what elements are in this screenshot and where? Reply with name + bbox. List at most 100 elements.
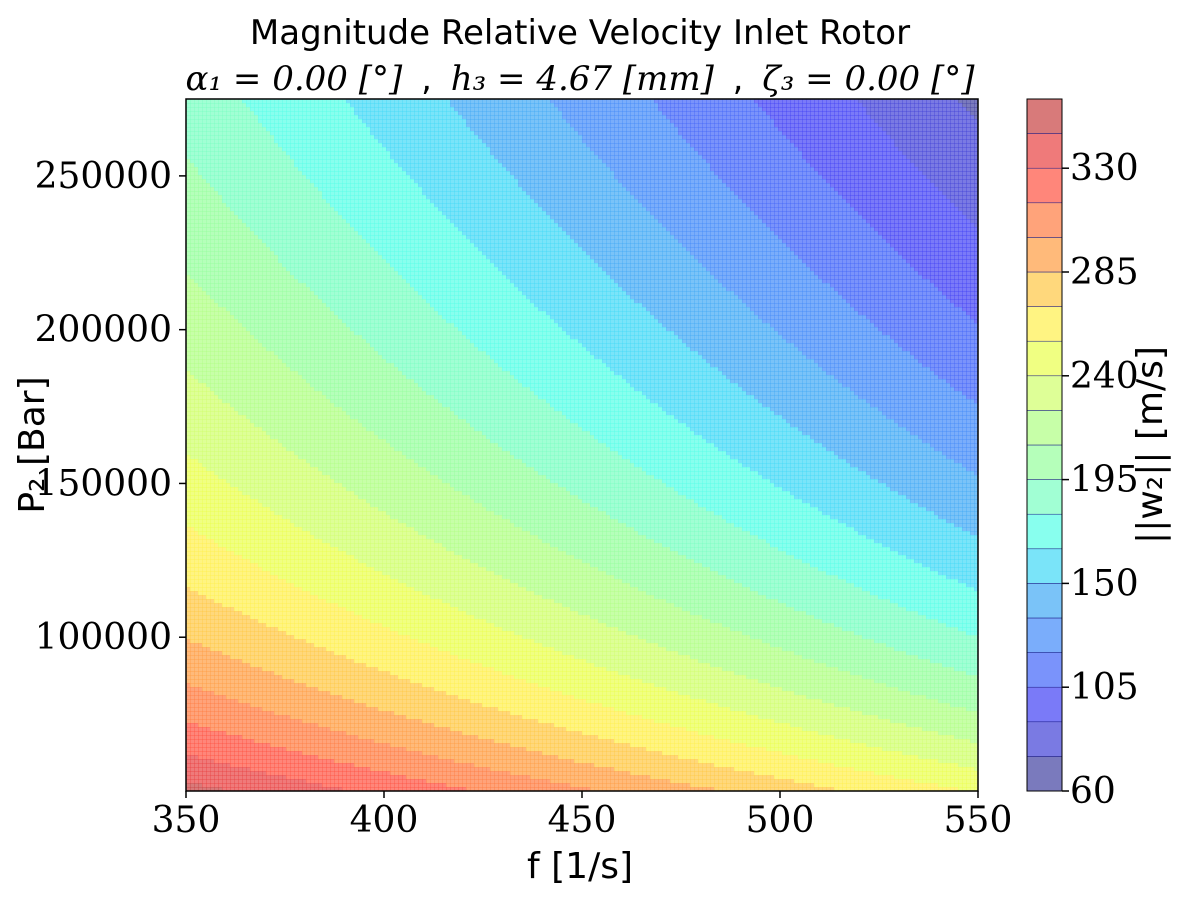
contour-cell [210,659,215,664]
contour-cell [214,243,219,248]
contour-cell [230,291,235,296]
contour-cell [246,147,251,152]
contour-cell [258,187,263,192]
contour-cell [222,167,227,172]
contour-cell [194,703,199,708]
contour-cell [210,275,215,280]
contour-cell [190,775,195,780]
contour-cell [214,611,219,616]
contour-cell [230,723,235,728]
subtitle-alpha: α₁ = 0.00 [°] [186,59,403,99]
contour-cell [238,683,243,688]
contour-cell [234,775,239,780]
contour-cell [202,739,207,744]
contour-cell [226,183,231,188]
contour-cell [246,583,251,588]
contour-cell [238,467,243,472]
contour-cell [246,307,251,312]
contour-cell [222,239,227,244]
contour-cell [246,667,251,672]
contour-cell [218,463,223,468]
contour-cell [266,527,271,532]
contour-cell [194,143,199,148]
contour-cell [214,615,219,620]
contour-cell [246,559,251,564]
contour-cell [230,395,235,400]
contour-cell [190,139,195,144]
contour-cell [266,523,271,528]
contour-cell [202,331,207,336]
contour-cell [246,723,251,728]
contour-cell [246,331,251,336]
contour-cell [210,387,215,392]
contour-cell [266,559,271,564]
contour-cell [246,523,251,528]
contour-cell [202,355,207,360]
contour-cell [258,247,263,252]
contour-cell [214,391,219,396]
contour-cell [214,111,219,116]
contour-cell [190,587,195,592]
contour-cell [254,171,259,176]
contour-cell [254,227,259,232]
contour-cell [262,371,267,376]
contour-cell [246,283,251,288]
contour-cell [190,639,195,644]
contour-cell [218,227,223,232]
contour-cell [210,127,215,132]
contour-cell [218,127,223,132]
contour-cell [266,131,271,136]
contour-cell [218,371,223,376]
contour-cell [242,191,247,196]
contour-cell [222,139,227,144]
contour-cell [250,295,255,300]
contour-cell [254,127,259,132]
contour-cell [238,347,243,352]
contour-cell [266,135,271,140]
contour-cell [258,275,263,280]
contour-cell [198,343,203,348]
contour-cell [222,567,227,572]
contour-cell [214,743,219,748]
contour-cell [202,615,207,620]
contour-cell [202,523,207,528]
contour-cell [198,279,203,284]
contour-cell [262,567,267,572]
contour-cell [202,487,207,492]
contour-cell [214,691,219,696]
contour-cell [238,767,243,772]
contour-cell [254,659,259,664]
contour-cell [266,215,271,220]
contour-cell [250,343,255,348]
contour-cell [206,359,211,364]
contour-cell [214,671,219,676]
contour-cell [198,503,203,508]
contour-cell [250,731,255,736]
contour-cell [234,567,239,572]
contour-cell [190,759,195,764]
contour-cell [262,623,267,628]
contour-cell [230,379,235,384]
contour-cell [214,723,219,728]
contour-cell [262,703,267,708]
contour-cell [262,219,267,224]
contour-cell [226,223,231,228]
contour-cell [262,263,267,268]
contour-cell [190,595,195,600]
contour-cell [202,251,207,256]
contour-cell [258,775,263,780]
contour-cell [242,651,247,656]
contour-cell [250,111,255,116]
contour-cell [198,387,203,392]
contour-cell [250,115,255,120]
contour-cell [194,331,199,336]
contour-cell [258,255,263,260]
contour-cell [222,271,227,276]
contour-cell [206,303,211,308]
contour-cell [214,767,219,772]
contour-cell [214,231,219,236]
contour-cell [202,267,207,272]
contour-cell [250,395,255,400]
contour-cell [246,299,251,304]
contour-cell [198,755,203,760]
